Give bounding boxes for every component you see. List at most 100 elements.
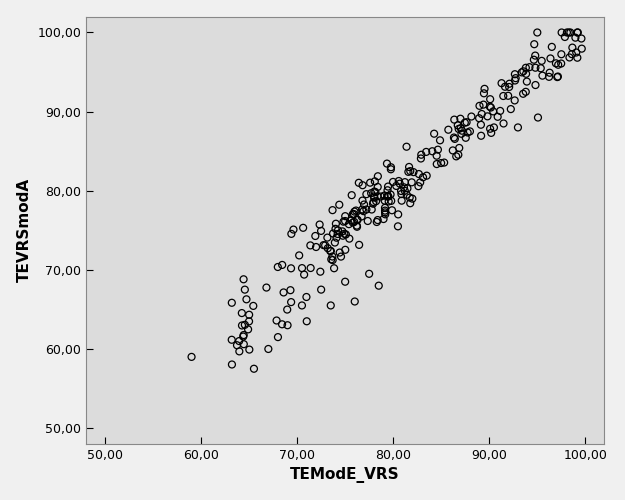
Point [301, 293, 311, 301]
Point [329, 264, 339, 272]
Point [546, 54, 556, 62]
Point [492, 113, 502, 121]
Point [530, 52, 540, 60]
Point [311, 243, 321, 251]
X-axis label: TEModE_VRS: TEModE_VRS [291, 468, 400, 483]
Point [335, 248, 345, 256]
Point [522, 78, 532, 86]
Point [234, 348, 244, 356]
Point [422, 172, 432, 179]
Point [352, 216, 362, 224]
Point [552, 73, 562, 81]
Point [382, 192, 392, 200]
Point [379, 192, 389, 200]
Point [391, 182, 401, 190]
Point [453, 151, 463, 159]
Point [286, 264, 296, 272]
Point [372, 218, 382, 226]
Point [529, 40, 539, 48]
Point [456, 130, 466, 138]
Point [465, 128, 475, 136]
Point [239, 276, 249, 283]
Point [503, 92, 513, 100]
Point [348, 218, 358, 226]
Point [370, 178, 380, 186]
Point [476, 120, 486, 128]
Point [504, 80, 514, 88]
Point [482, 112, 492, 120]
Point [439, 158, 449, 166]
Point [336, 252, 346, 260]
Point [368, 200, 378, 207]
Point [499, 120, 509, 128]
Point [359, 200, 369, 208]
Point [340, 212, 350, 220]
Point [521, 64, 531, 72]
Point [415, 178, 425, 186]
Point [461, 134, 471, 142]
Point [454, 144, 464, 152]
Point [373, 172, 383, 180]
Point [294, 252, 304, 260]
Point [344, 234, 354, 242]
Point [361, 206, 371, 214]
Point [489, 124, 499, 132]
Point [331, 220, 341, 228]
Point [551, 60, 561, 68]
Point [374, 282, 384, 290]
Point [359, 207, 369, 215]
Point [538, 72, 548, 80]
Point [533, 114, 543, 122]
Point [572, 54, 582, 62]
Point [369, 194, 379, 202]
Point [572, 28, 582, 36]
Point [349, 218, 359, 226]
Point [436, 159, 446, 167]
Point [273, 333, 283, 341]
Point [564, 54, 574, 62]
Point [372, 216, 382, 224]
Point [486, 129, 496, 137]
Point [286, 230, 296, 238]
Point [286, 298, 296, 306]
Point [367, 206, 377, 214]
Point [328, 256, 338, 264]
Point [272, 316, 282, 324]
Point [239, 331, 249, 339]
Point [380, 204, 390, 212]
Point [479, 90, 489, 98]
Point [339, 218, 349, 226]
Point [352, 223, 362, 231]
Point [383, 192, 393, 200]
Point [357, 212, 367, 220]
Point [449, 134, 459, 141]
Point [413, 182, 423, 190]
Point [400, 178, 410, 186]
Point [314, 220, 324, 228]
Point [405, 194, 415, 202]
Point [248, 302, 258, 310]
Point [510, 76, 520, 84]
Point [567, 50, 577, 58]
Point [393, 210, 403, 218]
Point [402, 184, 412, 192]
Point [517, 68, 527, 76]
Point [562, 28, 572, 36]
Point [369, 192, 379, 200]
Point [394, 177, 404, 185]
Point [560, 33, 570, 41]
Point [326, 256, 336, 264]
Point [380, 206, 390, 214]
Point [486, 104, 496, 112]
Point [376, 192, 386, 200]
Point [414, 170, 424, 178]
Point [456, 124, 466, 132]
Point [316, 227, 326, 235]
Point [485, 102, 495, 110]
Point [352, 216, 362, 224]
Point [478, 100, 488, 108]
Point [354, 241, 364, 249]
Point [261, 284, 271, 292]
Point [521, 70, 531, 78]
Point [322, 244, 332, 252]
